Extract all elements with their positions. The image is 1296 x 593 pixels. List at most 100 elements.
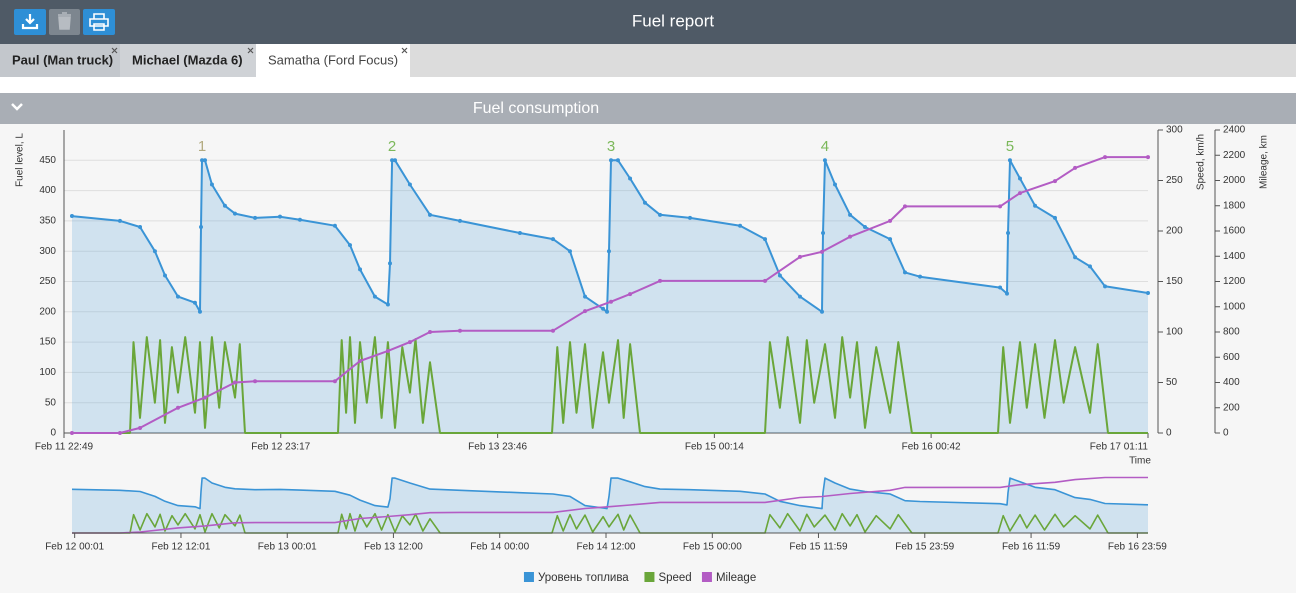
- tab-label: Paul (Man truck): [12, 52, 113, 67]
- point: [888, 237, 893, 242]
- y3-tick-label: 600: [1223, 352, 1240, 363]
- y2-tick-label: 0: [1166, 428, 1172, 439]
- print-icon: [89, 13, 109, 31]
- point: [1005, 291, 1010, 296]
- y-tick-label: 200: [39, 306, 56, 317]
- navigator-tick-label: Feb 15 23:59: [895, 542, 954, 553]
- point: [199, 224, 204, 229]
- y-tick-label: 400: [39, 185, 56, 196]
- point: [175, 405, 180, 410]
- legend-label[interactable]: Mileage: [716, 572, 756, 584]
- y3-tick-label: 1600: [1223, 226, 1246, 237]
- section-title: Fuel consumption: [473, 100, 599, 117]
- point: [232, 211, 237, 216]
- tab[interactable]: [120, 44, 256, 77]
- point: [222, 203, 227, 208]
- legend-swatch[interactable]: [523, 572, 534, 582]
- y2-tick-label: 200: [1166, 226, 1183, 237]
- y2-axis-label: Speed, km/h: [1196, 134, 1207, 190]
- tab-close[interactable]: [401, 47, 408, 54]
- point: [902, 270, 907, 275]
- point: [688, 215, 693, 220]
- top-bar: [0, 0, 1296, 44]
- download-button[interactable]: [14, 9, 46, 35]
- point: [1103, 284, 1108, 289]
- point: [202, 395, 207, 400]
- delete-button[interactable]: [49, 9, 80, 35]
- x-tick-label: Feb 12 23:17: [251, 442, 310, 453]
- point: [1146, 291, 1150, 296]
- point: [332, 223, 337, 228]
- series-line: [72, 336, 1148, 434]
- x-tick-label: Feb 11 22:49: [35, 442, 94, 453]
- point: [253, 215, 258, 220]
- point: [358, 359, 363, 364]
- trash-icon: [58, 12, 71, 30]
- point: [1146, 155, 1150, 160]
- point: [385, 302, 390, 307]
- point: [1007, 158, 1012, 163]
- section-header[interactable]: [0, 93, 1296, 124]
- point: [862, 224, 867, 229]
- y2-tick-label: 250: [1166, 175, 1183, 186]
- point: [385, 348, 390, 353]
- tab[interactable]: [256, 44, 410, 77]
- y3-tick-label: 1400: [1223, 251, 1246, 262]
- point: [1017, 176, 1022, 181]
- point: [175, 294, 180, 299]
- point: [763, 237, 768, 242]
- point: [1087, 264, 1092, 269]
- refuel-annotation: 3: [607, 138, 615, 155]
- point: [372, 294, 377, 299]
- tab-label: Samatha (Ford Focus): [268, 52, 398, 67]
- point: [798, 294, 803, 299]
- print-button[interactable]: [83, 9, 115, 35]
- point: [609, 299, 614, 304]
- collapse-chevron[interactable]: [11, 103, 23, 111]
- point: [738, 223, 743, 228]
- refuel-annotation: 4: [821, 138, 829, 155]
- x-tick-label: Feb 17 01:11: [1090, 442, 1149, 453]
- tab[interactable]: [0, 44, 120, 77]
- y3-tick-label: 1200: [1223, 276, 1246, 287]
- legend-label[interactable]: Уровень топлива: [538, 572, 629, 584]
- legend-label[interactable]: Speed: [658, 572, 691, 584]
- point: [457, 218, 462, 223]
- point: [162, 273, 167, 278]
- y2-tick-label: 50: [1166, 377, 1178, 388]
- y-axis-label: Fuel level, L: [15, 133, 26, 187]
- point: [152, 249, 157, 254]
- point: [888, 218, 893, 223]
- tab-label: Michael (Mazda 6): [132, 52, 243, 67]
- point: [117, 218, 122, 223]
- point: [278, 214, 283, 219]
- point: [69, 214, 74, 219]
- navigator-tick-label: Feb 14 00:00: [470, 542, 529, 553]
- point: [615, 158, 620, 163]
- y3-tick-label: 2400: [1223, 125, 1246, 136]
- tab-close[interactable]: [247, 47, 254, 54]
- download-icon: [21, 14, 39, 30]
- y3-tick-label: 1000: [1223, 301, 1246, 312]
- y3-tick-label: 800: [1223, 327, 1240, 338]
- point: [583, 294, 588, 299]
- point: [642, 200, 647, 205]
- point: [777, 273, 782, 278]
- navigator-tick-label: Feb 12 00:01: [45, 542, 104, 553]
- series-line: [72, 156, 1148, 434]
- point: [200, 158, 205, 163]
- point: [407, 182, 412, 187]
- y-tick-label: 300: [39, 246, 56, 257]
- point: [848, 234, 853, 239]
- legend-swatch[interactable]: [701, 572, 712, 582]
- point: [390, 158, 395, 163]
- point: [1073, 255, 1078, 260]
- y-tick-label: 150: [39, 337, 56, 348]
- point: [606, 249, 611, 254]
- y2-tick-label: 300: [1166, 125, 1183, 136]
- legend-swatch[interactable]: [644, 572, 655, 582]
- tab-close[interactable]: [111, 47, 118, 54]
- point: [297, 217, 302, 222]
- y3-axis-label: Mileage, km: [1259, 135, 1270, 189]
- point: [197, 309, 202, 314]
